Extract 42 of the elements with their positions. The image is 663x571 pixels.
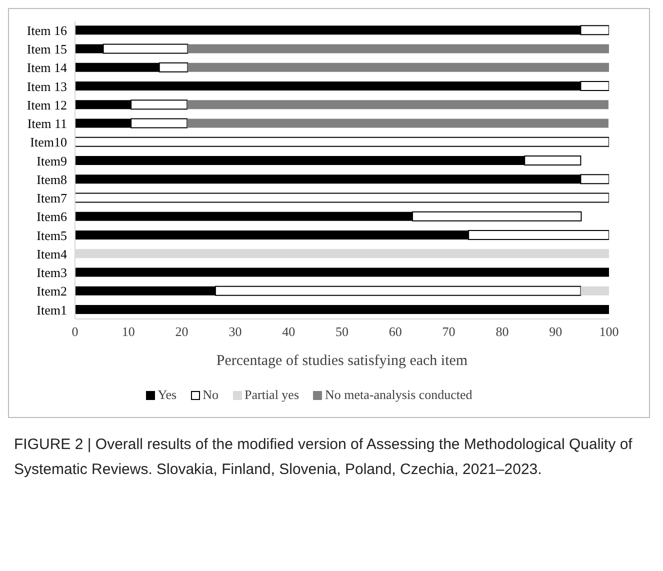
bar: [75, 136, 609, 147]
y-tick-label: Item10: [30, 134, 67, 150]
x-tick-label: 40: [282, 324, 296, 340]
y-tick-label: Item7: [36, 190, 68, 206]
bar: [188, 62, 609, 72]
bar: [75, 305, 609, 314]
bar: [75, 268, 609, 277]
x-tick-label: 50: [336, 324, 348, 340]
x-tick-label: 10: [122, 324, 135, 340]
y-tick-label: Item 14: [26, 60, 68, 76]
y-tick-label: Item 12: [26, 97, 67, 112]
x-tick-label: 100: [599, 324, 619, 340]
y-tick-label: Item1: [36, 302, 67, 318]
y-tick-label: Item 16: [26, 22, 68, 38]
y-tick-label: Item3: [36, 265, 67, 280]
bar: [187, 100, 608, 110]
x-tick-label: 20: [175, 324, 188, 340]
y-tick-label: Item2: [36, 284, 67, 299]
legend-label: Yes: [156, 387, 177, 403]
y-tick-label: Item8: [36, 172, 67, 187]
bar: [580, 286, 609, 296]
x-axis-title: Percentage of studies satisfying each item: [216, 353, 468, 369]
y-tick-label: Item5: [36, 228, 67, 243]
x-tick-label: 30: [228, 324, 242, 340]
bar: [188, 44, 609, 54]
x-tick-label: 70: [442, 324, 456, 340]
legend-label: No: [202, 387, 218, 403]
y-tick-label: Item 13: [26, 78, 67, 94]
y-tick-label: Item6: [36, 209, 68, 224]
x-tick-label: 90: [549, 324, 562, 340]
y-tick-label: Item 11: [27, 116, 67, 132]
bar: [187, 118, 608, 128]
x-tick-label: 80: [496, 324, 509, 340]
legend-label: No meta-analysis conducted: [324, 387, 472, 403]
y-tick-label: Item9: [36, 153, 67, 168]
x-tick-label: 0: [72, 324, 78, 340]
y-tick-label: Item4: [36, 246, 68, 262]
bar: [75, 192, 609, 203]
x-tick-label: 60: [388, 324, 402, 340]
caption: FIGURE 2 | Overall results of the modified version of Assessing the Methodological Quality of Systematic Reviews. Slovakia, Finland, Slovenia, Poland, Czechia, 2021–2023.: [13, 435, 634, 480]
y-tick-label: Item 15: [26, 42, 67, 57]
legend-label: Partial yes: [244, 387, 300, 403]
